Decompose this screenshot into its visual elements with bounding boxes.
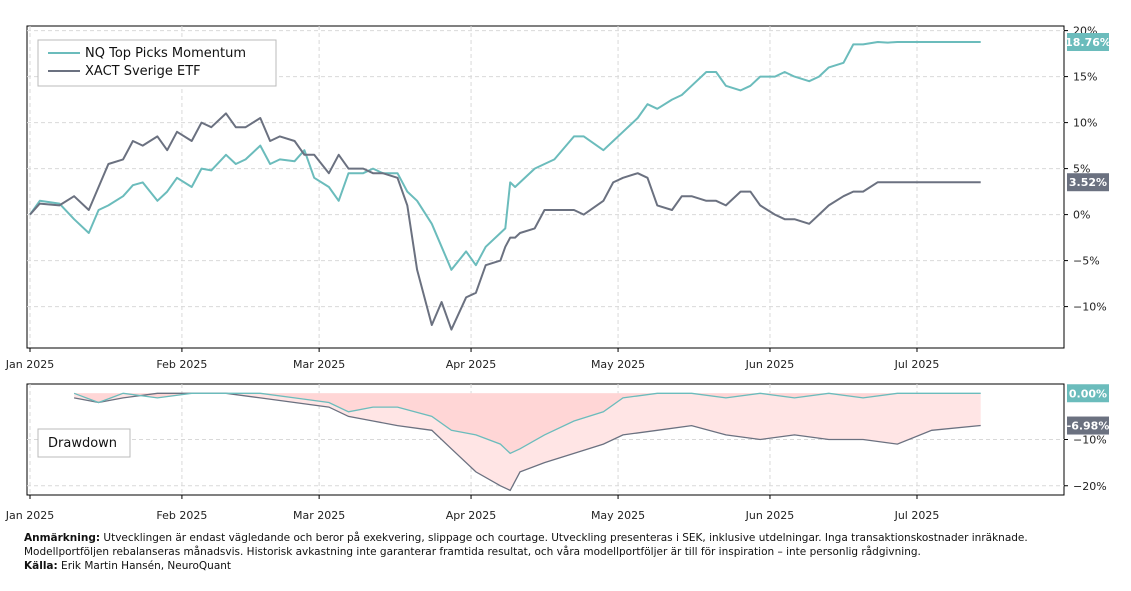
source-label: Källa: [24, 560, 58, 572]
drawdown-end-labels: 0.00% -6.98% [1067, 384, 1110, 435]
footnote-note: Anmärkning: Utvecklingen är endast vägle… [24, 531, 1109, 559]
end-label-badge [1067, 33, 1109, 52]
main-y-tick-label: 0% [1073, 209, 1090, 222]
footnote-source: Källa: Erik Martin Hansén, NeuroQuant [24, 559, 1109, 573]
drawdown-y-axis: −10% −20% [1064, 434, 1107, 493]
legend: NQ Top Picks Momentum XACT Sverige ETF [37, 39, 277, 87]
drawdown-areas [73, 392, 981, 492]
etf-drawdown-end-label: -6.98% [1067, 420, 1110, 433]
main-x-tick-label: May 2025 [591, 358, 645, 371]
note-text: Utvecklingen är endast vägledande och be… [24, 532, 1028, 558]
source-text: Erik Martin Hansén, NeuroQuant [57, 560, 232, 572]
legend-label-etf: XACT Sverige ETF [85, 64, 201, 79]
main-y-tick-label: 10% [1073, 117, 1097, 130]
dd-x-tick-label: Jun 2025 [745, 509, 795, 522]
main-gridlines [27, 26, 1064, 348]
main-x-tick-label: Apr 2025 [446, 358, 497, 371]
main-x-tick-label: Jul 2025 [894, 358, 940, 371]
main-y-tick-label: −5% [1073, 255, 1100, 268]
drawdown-x-axis: Jan 2025 Feb 2025 Mar 2025 Apr 2025 May 2025… [5, 495, 940, 522]
momentum-line [29, 41, 981, 271]
drawdown-panel: Jan 2025 Feb 2025 Mar 2025 Apr 2025 May 2025… [5, 383, 1110, 522]
main-y-tick-label: −10% [1073, 301, 1107, 314]
main-end-labels: 18.76% 3.52% [1065, 33, 1111, 192]
etf-line [29, 112, 981, 331]
dd-end-label-badge [1067, 384, 1109, 403]
dd-end-label-badge [1067, 416, 1109, 435]
main-x-tick-label: Jan 2025 [5, 358, 54, 371]
momentum-drawdown-end-label: 0.00% [1069, 387, 1107, 400]
dd-x-tick-label: May 2025 [591, 509, 645, 522]
etf-end-label: 3.52% [1069, 176, 1107, 189]
main-y-tick-label: 5% [1073, 163, 1090, 176]
etf-drawdown-line [73, 392, 981, 492]
legend-box [37, 39, 277, 87]
momentum-drawdown-area [74, 393, 981, 454]
dd-x-tick-label: Feb 2025 [156, 509, 207, 522]
dd-x-tick-label: Jan 2025 [5, 509, 54, 522]
main-chart-panel: Jan 2025 Feb 2025 Mar 2025 Apr 2025 May 2025… [5, 25, 1111, 371]
dd-x-tick-label: Mar 2025 [293, 509, 345, 522]
momentum-drawdown-line [73, 392, 981, 455]
momentum-end-label: 18.76% [1065, 36, 1111, 49]
main-x-axis: Jan 2025 Feb 2025 Mar 2025 Apr 2025 May 2025… [5, 348, 940, 371]
footnote: Anmärkning: Utvecklingen är endast vägle… [24, 531, 1109, 573]
note-label: Anmärkning: [24, 532, 101, 544]
dd-y-tick-label: −10% [1073, 434, 1107, 447]
drawdown-title-frame [37, 428, 131, 458]
main-series-lines [29, 41, 981, 331]
performance-chart: Jan 2025 Feb 2025 Mar 2025 Apr 2025 May 2025… [5, 25, 1111, 522]
main-y-axis: 20%15%10%5%0%−5%−10% [1064, 25, 1107, 314]
dd-x-tick-label: Apr 2025 [446, 509, 497, 522]
main-x-tick-label: Feb 2025 [156, 358, 207, 371]
main-y-tick-label: 15% [1073, 71, 1097, 84]
drawdown-title: Drawdown [48, 436, 117, 451]
dd-y-tick-label: −20% [1073, 480, 1107, 493]
main-x-tick-label: Mar 2025 [293, 358, 345, 371]
end-label-badge [1067, 173, 1109, 192]
main-x-tick-label: Jun 2025 [745, 358, 795, 371]
legend-label-momentum: NQ Top Picks Momentum [85, 46, 246, 61]
dd-x-tick-label: Jul 2025 [894, 509, 940, 522]
drawdown-title-box: Drawdown [37, 428, 131, 458]
